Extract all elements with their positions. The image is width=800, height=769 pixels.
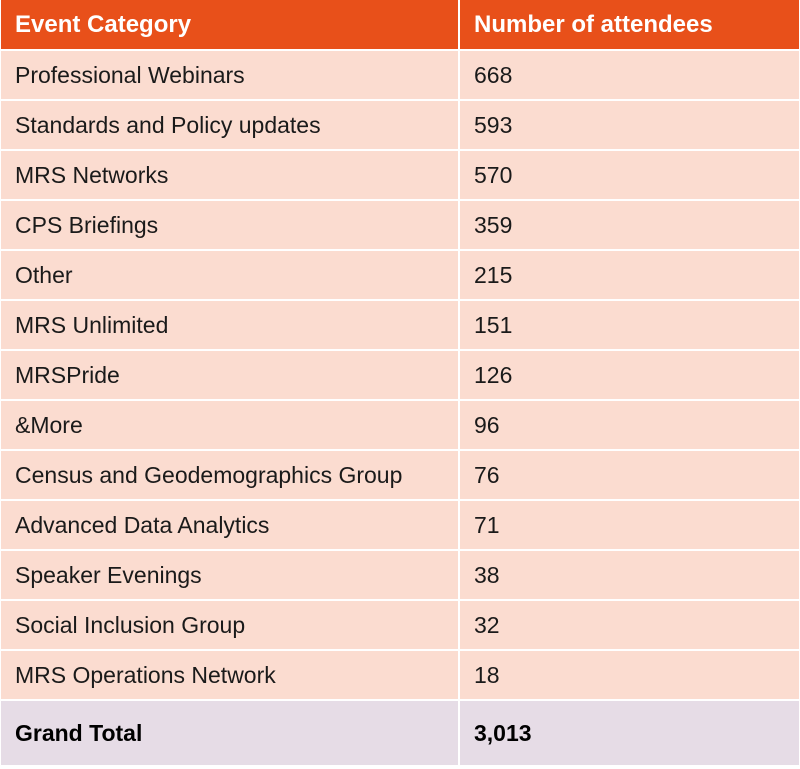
category-cell: Social Inclusion Group [1, 600, 460, 651]
category-cell: MRS Networks [1, 150, 460, 201]
header-number-of-attendees: Number of attendees [459, 0, 799, 51]
category-cell: &More [1, 400, 460, 451]
category-cell: Advanced Data Analytics [1, 500, 460, 551]
table-row: Speaker Evenings 38 [1, 550, 799, 601]
attendees-cell: 96 [459, 400, 799, 451]
attendees-cell: 593 [459, 100, 799, 151]
grand-total-row: Grand Total 3,013 [1, 700, 799, 765]
attendees-cell: 359 [459, 200, 799, 251]
attendees-cell: 126 [459, 350, 799, 401]
attendees-cell: 71 [459, 500, 799, 551]
attendees-cell: 18 [459, 650, 799, 701]
attendees-cell: 76 [459, 450, 799, 501]
attendees-cell: 668 [459, 50, 799, 101]
header-event-category: Event Category [1, 0, 460, 51]
header-row: Event Category Number of attendees [1, 0, 799, 51]
grand-total-label: Grand Total [1, 700, 460, 765]
table-row: Professional Webinars 668 [1, 50, 799, 101]
table-row: Standards and Policy updates 593 [1, 100, 799, 151]
grand-total-value: 3,013 [459, 700, 799, 765]
category-cell: Standards and Policy updates [1, 100, 460, 151]
category-cell: Professional Webinars [1, 50, 460, 101]
table-row: Social Inclusion Group 32 [1, 600, 799, 651]
table-row: Census and Geodemographics Group 76 [1, 450, 799, 501]
category-cell: MRSPride [1, 350, 460, 401]
table-row: MRS Unlimited 151 [1, 300, 799, 351]
table-row: MRS Networks 570 [1, 150, 799, 201]
attendees-cell: 151 [459, 300, 799, 351]
table-row: &More 96 [1, 400, 799, 451]
table-row: MRSPride 126 [1, 350, 799, 401]
table-row: Other 215 [1, 250, 799, 301]
attendees-cell: 215 [459, 250, 799, 301]
table-row: MRS Operations Network 18 [1, 650, 799, 701]
attendees-cell: 32 [459, 600, 799, 651]
category-cell: Other [1, 250, 460, 301]
category-cell: CPS Briefings [1, 200, 460, 251]
attendees-cell: 570 [459, 150, 799, 201]
table-row: CPS Briefings 359 [1, 200, 799, 251]
attendees-cell: 38 [459, 550, 799, 601]
category-cell: MRS Operations Network [1, 650, 460, 701]
table-row: Advanced Data Analytics 71 [1, 500, 799, 551]
category-cell: MRS Unlimited [1, 300, 460, 351]
category-cell: Census and Geodemographics Group [1, 450, 460, 501]
category-cell: Speaker Evenings [1, 550, 460, 601]
